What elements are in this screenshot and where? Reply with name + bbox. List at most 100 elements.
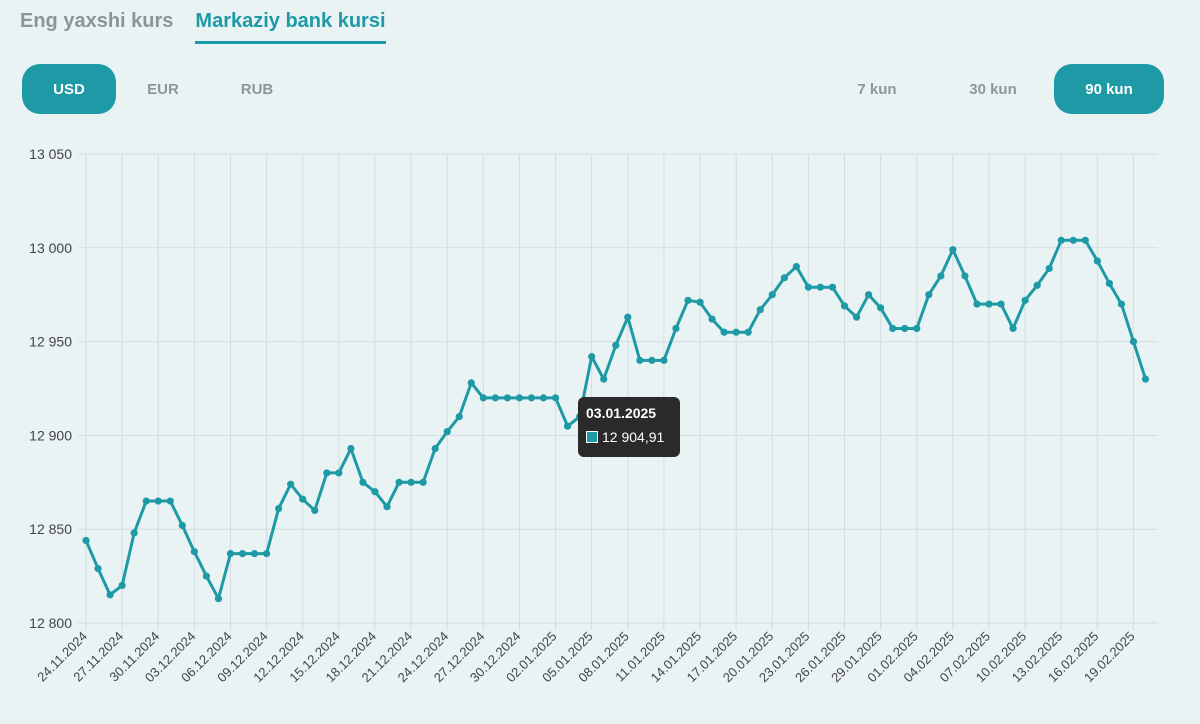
data-point — [937, 272, 945, 280]
data-point — [1129, 338, 1138, 346]
currency-selector: USD EUR RUB — [22, 64, 304, 114]
data-point — [94, 564, 102, 573]
data-point — [865, 291, 873, 299]
data-point — [612, 341, 620, 349]
y-tick-label: 12 850 — [29, 521, 72, 537]
data-point — [949, 246, 957, 254]
data-point — [250, 549, 259, 558]
data-point — [527, 394, 536, 402]
data-point — [1021, 296, 1029, 304]
data-point — [118, 581, 126, 590]
data-point — [973, 300, 981, 308]
y-tick-label: 12 950 — [29, 334, 72, 350]
data-point — [395, 478, 403, 486]
data-point — [840, 302, 849, 310]
data-point — [82, 536, 90, 545]
data-point — [323, 469, 331, 477]
data-point — [1105, 279, 1113, 288]
data-point — [997, 300, 1005, 308]
data-point — [491, 394, 499, 402]
data-point — [1117, 300, 1126, 308]
data-point — [925, 291, 933, 299]
data-point — [564, 422, 572, 430]
data-point — [636, 356, 644, 364]
tab-best-rate[interactable]: Eng yaxshi kurs — [20, 10, 174, 32]
data-point — [455, 413, 463, 421]
period-selector: 7 kun 30 kun 90 kun — [816, 64, 1164, 114]
data-point — [479, 394, 487, 402]
data-point — [335, 469, 343, 477]
data-point — [515, 394, 524, 402]
data-point — [1009, 324, 1017, 333]
y-tick-label: 13 050 — [29, 146, 72, 162]
data-point — [732, 328, 740, 336]
data-point — [1069, 236, 1077, 244]
data-point — [828, 283, 837, 291]
data-point — [539, 394, 548, 402]
data-point — [190, 548, 198, 556]
data-point — [142, 497, 150, 505]
data-point — [359, 478, 367, 486]
data-point — [311, 506, 319, 515]
data-point — [684, 296, 692, 304]
data-point — [1093, 257, 1101, 265]
data-point — [1045, 264, 1053, 273]
period-7-days-button[interactable]: 7 kun — [857, 80, 897, 98]
data-point — [1057, 236, 1065, 244]
data-point — [407, 478, 415, 486]
data-point — [877, 304, 885, 312]
data-point — [214, 595, 223, 603]
data-point — [985, 300, 993, 308]
data-point — [804, 283, 813, 291]
data-point — [889, 324, 897, 333]
currency-rub-button[interactable]: RUB — [240, 80, 274, 98]
data-point — [287, 480, 295, 488]
data-point — [443, 428, 451, 436]
data-point — [696, 298, 704, 306]
data-point — [130, 529, 138, 537]
data-point — [347, 444, 355, 453]
data-point — [106, 591, 114, 599]
data-point — [275, 504, 283, 513]
data-point — [816, 283, 825, 291]
y-tick-label: 13 000 — [29, 240, 72, 256]
data-point — [1141, 375, 1150, 383]
tooltip-value-row: 12 904,91 — [586, 429, 672, 445]
data-point — [178, 521, 186, 530]
data-point — [744, 328, 752, 336]
data-point — [383, 503, 391, 511]
data-point — [202, 572, 210, 580]
currency-eur-button[interactable]: EUR — [147, 80, 179, 98]
data-point — [901, 324, 909, 333]
period-90-days-button[interactable]: 90 kun — [1054, 64, 1164, 114]
data-point — [467, 379, 475, 387]
y-tick-label: 12 900 — [29, 427, 72, 443]
data-point — [588, 353, 596, 361]
data-point — [1081, 236, 1089, 244]
data-point — [720, 328, 728, 336]
tab-central-bank-rate[interactable]: Markaziy bank kursi — [195, 8, 386, 44]
tooltip-series-swatch — [586, 431, 598, 443]
data-point — [1033, 281, 1041, 289]
data-point — [780, 274, 788, 282]
data-point — [600, 375, 608, 383]
data-point — [792, 262, 800, 271]
data-point — [371, 488, 379, 496]
top-tabs: Eng yaxshi kurs Markaziy bank kursi — [20, 8, 386, 44]
data-point — [756, 306, 764, 314]
data-point — [768, 291, 776, 299]
data-point — [263, 549, 271, 558]
tooltip-date: 03.01.2025 — [586, 405, 657, 421]
data-point — [503, 394, 511, 402]
data-point — [648, 356, 656, 364]
period-30-days-button[interactable]: 30 kun — [969, 80, 1017, 98]
y-tick-label: 12 800 — [29, 615, 72, 631]
data-point — [672, 324, 680, 333]
data-point — [852, 313, 861, 321]
data-point — [226, 549, 235, 558]
tooltip-value: 12 904,91 — [602, 429, 665, 445]
chart-tooltip: 03.01.2025 12 904,91 — [578, 397, 680, 457]
currency-usd-button[interactable]: USD — [22, 64, 116, 114]
data-point — [660, 356, 668, 364]
